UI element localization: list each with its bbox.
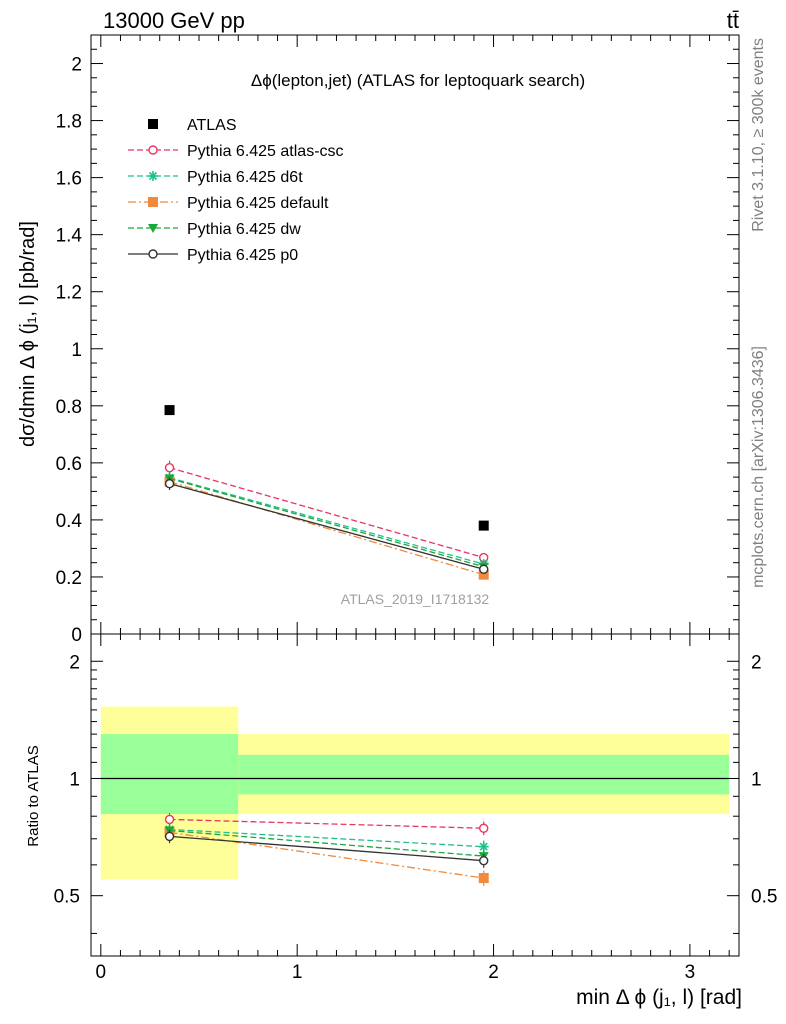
main-series-line [169, 483, 484, 570]
main-data-point [164, 405, 175, 416]
legend-item: ATLAS [148, 117, 237, 134]
main-series [164, 405, 489, 580]
ratio-series-4 [164, 829, 489, 868]
legend-marker [148, 224, 158, 233]
ratio-series-0 [164, 813, 489, 836]
legend-label: Pythia 6.425 p0 [187, 247, 298, 264]
y-tick-label: 1.8 [56, 112, 82, 133]
legend-marker [148, 249, 158, 259]
ratio-y-tick-label: 1 [751, 769, 762, 790]
x-axis: 0 1 2 3 [96, 35, 730, 983]
ratio-panel: 0.5 0.5 1 1 2 2 0 1 2 3 Ratio to ATLAS min Δ ϕ (… [25, 35, 777, 1009]
ratio-y-tick-label: 1 [69, 769, 80, 790]
energy-label: 13000 GeV pp [103, 8, 245, 33]
x-tick-label: 2 [488, 962, 499, 983]
mcplots-label: mcplots.cern.ch [arXiv:1306.3436] [750, 346, 767, 588]
main-series-line [169, 467, 484, 559]
legend-label: Pythia 6.425 dw [187, 221, 301, 238]
main-series-line [169, 477, 484, 565]
legend-item: Pythia 6.425 default [128, 195, 329, 212]
rivet-label: Rivet 3.1.10, ≥ 300k events [750, 38, 767, 232]
main-series-1 [164, 460, 489, 563]
ratio-series [164, 813, 489, 886]
ratio-data-point [164, 814, 175, 825]
legend-item: Pythia 6.425 d6t [128, 169, 303, 186]
ratio-y-axis-label: Ratio to ATLAS [25, 745, 42, 846]
y-tick-label: 0.6 [56, 454, 82, 475]
main-panel: 0 0.2 0.4 0.6 0.8 1 1.2 1.4 1.6 1.8 2 Δϕ(lepton,je… [17, 34, 740, 646]
y-tick-label: 1.6 [56, 169, 82, 190]
main-series-5 [164, 477, 489, 574]
main-y-axis: 0 0.2 0.4 0.6 0.8 1 1.2 1.4 1.6 1.8 2 [56, 34, 739, 646]
y-tick-label: 2 [71, 55, 82, 76]
legend-marker [148, 197, 158, 207]
y-tick-label: 1.2 [56, 283, 82, 304]
y-tick-label: 0.4 [56, 511, 83, 532]
ratio-y-tick-label: 2 [69, 652, 80, 673]
ratio-series-line [169, 818, 484, 829]
chart-title: Δϕ(lepton,jet) (ATLAS for leptoquark sea… [251, 71, 585, 90]
main-y-axis-label: dσ/dmin Δ ϕ (j₁, l) [pb/rad] [17, 221, 39, 447]
process-label: tt̄ [727, 8, 739, 33]
legend-label: Pythia 6.425 atlas-csc [187, 143, 344, 160]
legend-marker [148, 171, 158, 181]
main-data-point [164, 478, 175, 489]
x-axis-label: min Δ ϕ (j₁, l) [rad] [576, 986, 742, 1009]
legend: ATLAS Pythia 6.425 atlas-csc Pythia 6.425 … [128, 117, 344, 264]
y-tick-label: 0.8 [56, 397, 82, 418]
x-tick-label: 1 [292, 962, 303, 983]
ratio-series-line [169, 828, 484, 848]
legend-label: Pythia 6.425 default [187, 195, 329, 212]
main-series-0 [164, 405, 489, 531]
y-tick-label: 0.2 [56, 568, 82, 589]
y-tick-label: 0 [71, 625, 82, 646]
ratio-data-point [479, 855, 489, 866]
y-tick-label: 1.4 [56, 226, 83, 247]
main-data-point [479, 564, 489, 574]
ratio-y-tick-label: 2 [751, 652, 762, 673]
main-series-line [169, 481, 484, 576]
uncertainty-band-inner [238, 754, 730, 795]
x-tick-label: 3 [685, 962, 696, 983]
legend-item: Pythia 6.425 dw [128, 221, 301, 238]
ratio-y-tick-label: 0.5 [751, 887, 777, 908]
main-data-point [478, 569, 489, 580]
ratio-series-line [169, 829, 484, 857]
ratio-data-point [164, 831, 175, 842]
uncertainty-band-inner [100, 734, 239, 815]
main-data-point [478, 520, 489, 531]
analysis-watermark: ATLAS_2019_I1718132 [341, 591, 490, 607]
ratio-series-line [169, 835, 484, 862]
y-tick-label: 1 [71, 340, 82, 361]
main-series-line [169, 477, 484, 568]
legend-label: Pythia 6.425 d6t [187, 169, 303, 186]
ratio-data-point [478, 841, 489, 852]
legend-marker [148, 119, 158, 129]
ratio-data-point [478, 873, 489, 884]
ratio-data-point [479, 823, 489, 833]
x-tick-label: 0 [96, 962, 107, 983]
main-data-point [164, 463, 175, 473]
legend-marker [148, 145, 158, 155]
legend-label: ATLAS [187, 117, 237, 134]
ratio-y-tick-label: 0.5 [54, 887, 80, 908]
ratio-bands [100, 706, 730, 880]
legend-item: Pythia 6.425 p0 [128, 247, 298, 264]
legend-item: Pythia 6.425 atlas-csc [128, 143, 344, 160]
ratio-y-axis: 0.5 0.5 1 1 2 2 [54, 652, 777, 934]
